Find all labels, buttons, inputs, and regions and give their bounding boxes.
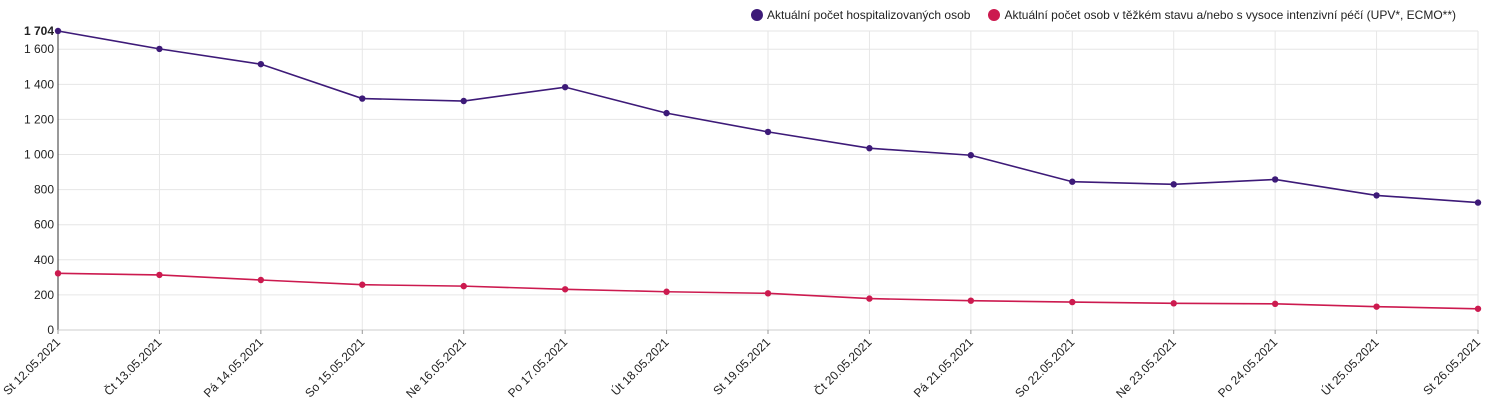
data-point[interactable]	[866, 295, 873, 302]
legend-item-severe[interactable]: Aktuální počet osob v těžkém stavu a/neb…	[988, 8, 1456, 22]
y-tick-label: 1 000	[24, 148, 54, 162]
legend-swatch-hospitalized	[750, 9, 763, 21]
x-tick-label: Čt 13.05.2021	[101, 334, 165, 398]
x-tick-label: St 12.05.2021	[0, 335, 63, 398]
data-point[interactable]	[460, 97, 467, 105]
data-point[interactable]	[764, 128, 772, 136]
x-tick-label: Ne 16.05.2021	[403, 335, 469, 401]
y-tick-label-max: 1 704	[24, 24, 54, 38]
data-point[interactable]	[460, 282, 467, 290]
data-point[interactable]	[54, 270, 62, 277]
x-tick-label: So 22.05.2021	[1012, 335, 1077, 400]
y-tick-label: 200	[34, 288, 54, 302]
data-point[interactable]	[54, 27, 62, 35]
data-point[interactable]	[967, 297, 975, 304]
data-point[interactable]	[257, 60, 265, 68]
data-point[interactable]	[866, 145, 873, 152]
data-point[interactable]	[1271, 176, 1279, 183]
legend: Aktuální počet hospitalizovaných osob Ak…	[750, 8, 1456, 22]
data-point[interactable]	[359, 281, 366, 288]
data-point[interactable]	[257, 276, 265, 284]
x-tick-label: Pá 14.05.2021	[201, 335, 266, 400]
x-tick-label: Út 25.05.2021	[1318, 334, 1382, 398]
x-tick-label: Út 18.05.2021	[608, 334, 672, 398]
data-point[interactable]	[1474, 305, 1482, 312]
data-point[interactable]	[156, 271, 163, 279]
legend-label-hospitalized: Aktuální počet hospitalizovaných osob	[766, 8, 971, 22]
y-tick-label: 1 400	[24, 77, 54, 91]
y-tick-label: 400	[34, 253, 54, 267]
y-tick-label: 0	[47, 323, 54, 337]
x-tick-label: St 19.05.2021	[710, 335, 773, 398]
x-tick-label: Po 17.05.2021	[505, 335, 570, 400]
data-point[interactable]	[1271, 300, 1279, 308]
data-point[interactable]	[663, 109, 670, 117]
data-point[interactable]	[561, 83, 569, 91]
x-tick-label: Pá 21.05.2021	[911, 335, 976, 400]
y-tick-label: 1 600	[24, 42, 54, 56]
legend-label-severe: Aktuální počet osob v těžkém stavu a/neb…	[1004, 8, 1456, 22]
x-tick-label: Čt 20.05.2021	[811, 334, 875, 398]
data-point[interactable]	[764, 290, 772, 297]
data-point[interactable]	[967, 152, 975, 159]
legend-item-hospitalized[interactable]: Aktuální počet hospitalizovaných osob	[750, 8, 971, 22]
data-point[interactable]	[1069, 178, 1076, 185]
data-point[interactable]	[1373, 192, 1380, 199]
data-point[interactable]	[156, 45, 163, 53]
x-tick-label: Po 24.05.2021	[1215, 335, 1280, 400]
legend-swatch-severe	[988, 9, 1001, 21]
data-point[interactable]	[1170, 300, 1177, 307]
data-point[interactable]	[663, 288, 670, 295]
data-point[interactable]	[1069, 298, 1076, 306]
data-point[interactable]	[359, 95, 366, 102]
y-tick-label: 1 200	[24, 112, 54, 126]
data-point[interactable]	[1474, 199, 1482, 206]
y-tick-label: 800	[34, 183, 54, 197]
x-tick-label: Ne 23.05.2021	[1113, 335, 1179, 401]
data-point[interactable]	[1170, 181, 1177, 188]
data-point[interactable]	[561, 286, 569, 293]
data-point[interactable]	[1373, 303, 1380, 310]
y-tick-label: 600	[34, 218, 54, 232]
x-tick-label: St 26.05.2021	[1420, 335, 1483, 398]
x-tick-label: So 15.05.2021	[302, 335, 367, 400]
